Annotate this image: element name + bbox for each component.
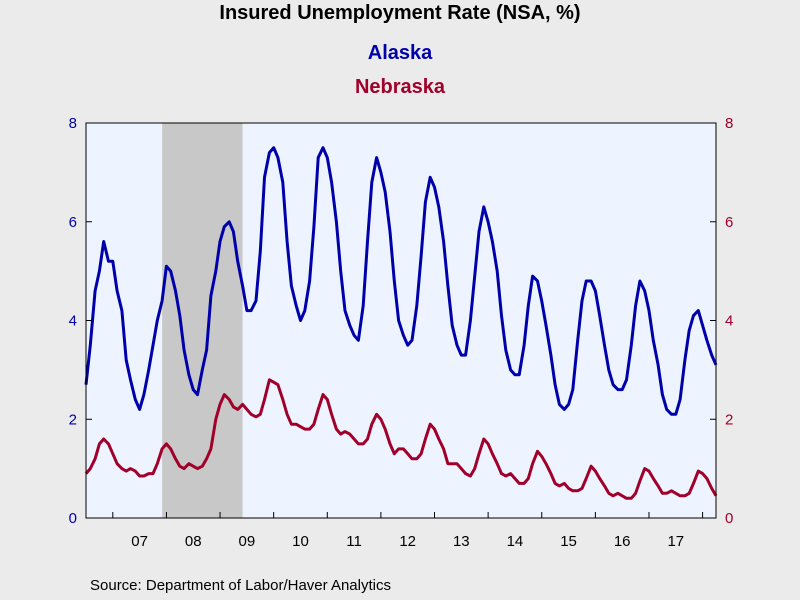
x-tick-label: 11 [346,533,362,550]
series-line-alaska [84,146,718,416]
x-tick-label: 17 [667,533,684,550]
recession-shade [162,123,243,518]
series-line-nebraska [84,378,718,500]
right-tick-label: 8 [725,115,733,132]
chart-title: Insured Unemployment Rate (NSA, %) [219,2,581,24]
left-axis: 0 2 4 6 8 [69,115,92,527]
x-tick-label: 12 [399,533,416,550]
legend-alaska: Alaska [367,42,433,64]
right-tick-label: 0 [725,510,733,527]
left-tick-label: 2 [69,411,77,428]
x-tick-label: 16 [614,533,631,550]
right-axis: 0 2 4 6 8 [710,115,733,527]
x-tick-label: 10 [292,533,309,550]
source-note: Source: Department of Labor/Haver Analyt… [90,577,391,594]
right-tick-label: 6 [725,214,733,231]
left-tick-label: 4 [69,313,77,330]
right-tick-label: 4 [725,313,733,330]
right-tick-label: 2 [725,411,733,428]
x-axis: 07 08 09 10 11 12 13 14 15 16 17 [112,512,704,550]
x-tick-label: 09 [239,533,256,550]
x-tick-label: 07 [131,533,148,550]
left-tick-label: 0 [69,510,77,527]
x-tick-label: 13 [453,533,470,550]
x-tick-label: 14 [507,533,524,550]
series-layer [84,146,718,500]
x-tick-label: 08 [185,533,202,550]
x-tick-label: 15 [560,533,577,550]
left-tick-label: 8 [69,115,77,132]
legend-nebraska: Nebraska [354,76,446,98]
left-tick-label: 6 [69,214,77,231]
